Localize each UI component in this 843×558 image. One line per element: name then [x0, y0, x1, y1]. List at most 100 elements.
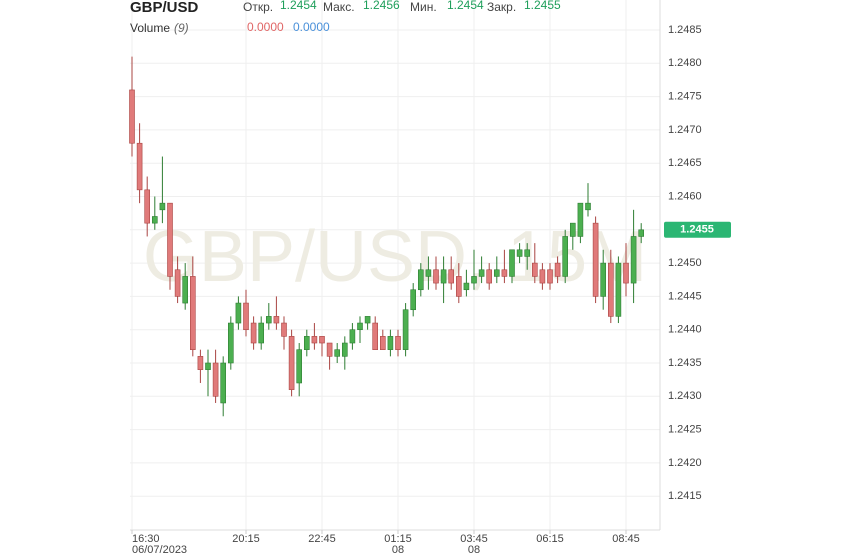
candle-body: [220, 362, 226, 404]
legend-value: 1.2455: [524, 0, 561, 12]
candle-body: [463, 282, 470, 291]
candle-body: [303, 336, 310, 350]
candle-body: [417, 269, 424, 291]
candle-body: [235, 302, 242, 324]
candle-body: [448, 269, 455, 284]
candle-body: [197, 356, 204, 370]
candle-body: [228, 322, 234, 364]
candle-body: [144, 189, 150, 224]
y-tick-label: 1.2460: [668, 190, 702, 202]
y-axis: 1.2415 1.2420 1.2425 1.2430 1.2435 1.2440 1.24…: [668, 24, 702, 502]
candle-body: [509, 249, 515, 277]
candle-body: [288, 336, 295, 390]
candle-body: [547, 269, 553, 284]
candle-body: [478, 269, 485, 277]
x-tick-date: 08: [468, 544, 480, 556]
candle-body: [638, 229, 645, 237]
candle-body: [136, 142, 143, 191]
candle-body: [433, 269, 439, 284]
candle-body: [152, 216, 158, 224]
volume-values: 0.0000 0.0000: [247, 20, 330, 34]
legend-label: Откр.: [243, 0, 273, 14]
candle-body: [607, 262, 614, 317]
y-tick-label: 1.2425: [668, 424, 702, 436]
y-tick-label: 1.2435: [668, 357, 702, 369]
candle-body: [250, 322, 257, 344]
candle-body: [334, 349, 341, 357]
candle-body: [630, 236, 637, 284]
candle-body: [486, 269, 493, 284]
candle-body: [402, 309, 409, 350]
candle-body: [364, 316, 371, 324]
candle-body: [592, 222, 599, 297]
candle-body: [516, 249, 523, 257]
candle-body: [425, 269, 432, 277]
candle-body: [357, 322, 363, 331]
candle-body: [296, 349, 303, 384]
candle-body: [600, 262, 607, 297]
volume-label: Volume: [130, 21, 170, 35]
legend-value: 1.2454: [447, 0, 484, 12]
candle-body: [585, 202, 591, 211]
candle-body: [615, 262, 622, 317]
candle-body: [410, 289, 417, 311]
y-tick-label: 1.2465: [668, 157, 702, 169]
x-tick-label: 22:45: [308, 533, 336, 545]
candle-body: [539, 269, 546, 284]
x-tick-date: 08: [392, 544, 404, 556]
y-tick-label: 1.2430: [668, 390, 702, 402]
candles: [129, 56, 645, 417]
candle-body: [167, 202, 173, 277]
legend-label: Закр.: [487, 0, 516, 14]
candle-body: [387, 336, 394, 350]
candle-body: [554, 262, 561, 277]
y-tick-label: 1.2440: [668, 324, 702, 336]
candle-body: [326, 342, 333, 357]
candle-body: [341, 342, 348, 357]
x-tick-label: 08:45: [612, 533, 640, 545]
last-price-tag: 1.2455: [664, 221, 731, 238]
x-tick-label: 06:15: [536, 533, 564, 545]
candle-body: [258, 322, 265, 344]
volume-period: (9): [174, 21, 189, 35]
candle-body: [190, 276, 196, 350]
y-tick-label: 1.2450: [668, 257, 702, 269]
candle-body: [471, 276, 477, 284]
candle-body: [455, 276, 462, 297]
x-axis: 16:30 20:15 22:45 01:15 03:45 06:15 08:45 06/07…: [131, 530, 640, 556]
candle-body: [577, 202, 584, 237]
candle-body: [395, 336, 401, 350]
x-tick-label: 20:15: [232, 533, 260, 545]
candle-body: [182, 276, 188, 304]
candle-body: [524, 249, 531, 257]
legend-value: 1.2456: [363, 0, 400, 12]
candle-body: [281, 322, 287, 337]
candle-body: [319, 336, 325, 344]
candle-body: [493, 269, 500, 277]
candle-body: [129, 89, 135, 144]
candle-body: [265, 316, 272, 324]
candle-body: [531, 262, 538, 277]
candle-body: [501, 269, 508, 277]
candle-body: [372, 322, 379, 350]
candle-body: [174, 269, 181, 297]
candle-body: [212, 362, 219, 397]
candle-body: [379, 336, 386, 350]
candle-body: [349, 329, 356, 344]
x-tick-label: 01:15: [384, 533, 412, 545]
y-tick-label: 1.2485: [668, 24, 702, 36]
candle-body: [562, 236, 569, 277]
x-tick-label: 03:45: [460, 533, 488, 545]
candle-body: [311, 336, 318, 344]
candle-body: [205, 362, 211, 370]
y-tick-label: 1.2415: [668, 490, 702, 502]
chart-title: GBP/USD: [130, 0, 199, 16]
candle-body: [440, 269, 447, 284]
x-tick-label: 16:30: [132, 533, 160, 545]
candle-body: [159, 202, 166, 211]
x-tick-date: 06/07/2023: [132, 544, 187, 556]
legend-label: Мин.: [410, 0, 437, 14]
y-tick-label: 1.2445: [668, 290, 702, 302]
legend-value: 1.2454: [280, 0, 317, 12]
